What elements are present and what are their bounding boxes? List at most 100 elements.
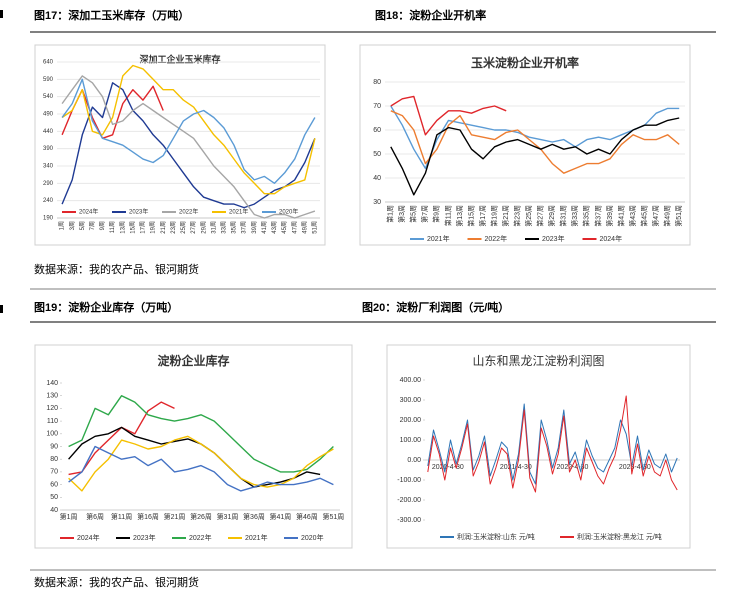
series-line [390,95,507,136]
y-tick-label: 80 [373,79,381,86]
x-tick-label: 第37周 [593,205,602,227]
y-tick-label: 490 [43,112,54,118]
x-tick-label: 第5周 [409,205,418,223]
y-tick-label: 60 [373,127,381,134]
x-tick-label: 5周 [79,221,86,230]
x-tick-label: 第3周 [397,205,406,223]
y-tick-label: 390 [43,146,54,152]
x-tick-label: 41周 [261,221,268,234]
x-tick-label: 第51周 [674,205,683,227]
x-tick-label: 33周 [220,221,227,234]
x-tick-label: 第7周 [420,205,429,223]
series-line [61,78,316,184]
legend-label: 2021年 [427,234,450,243]
x-tick-label: 3周 [69,221,76,230]
caption: 图19：淀粉企业库存（万吨） [34,300,178,314]
y-tick-label: 440 [43,129,54,135]
x-tick-label: 37周 [241,221,248,234]
x-tick-label: 11周 [109,221,116,233]
y-tick-label: 50 [50,494,58,501]
y-tick-label: 100.00 [400,437,422,444]
x-tick-label: 第49周 [663,205,672,227]
y-tick-label: 200.00 [400,417,422,424]
x-tick-label: 第41周 [616,205,625,227]
x-tick-label: 17周 [140,221,147,234]
series-line [427,395,678,493]
chart-frame [34,44,326,246]
x-tick-label: 第19周 [489,205,498,227]
x-tick-label: 第33周 [570,205,579,227]
x-tick-label: 第11周 [443,205,452,226]
y-tick-label: -200.00 [397,497,421,504]
legend-label: 2022年 [179,208,198,216]
y-tick-label: 400.00 [400,377,422,384]
x-tick-label: 第1周 [60,512,78,521]
x-tick-label: 35周 [231,221,238,234]
y-tick-label: 50 [373,151,381,158]
chart-frame [34,344,353,549]
x-tick-label: 第43周 [628,205,637,227]
y-tick-label: 100 [46,431,58,438]
caption: 图17：深加工玉米库存（万吨） [34,8,189,22]
y-tick-label: 130 [46,393,58,400]
y-tick-label: 340 [43,164,54,170]
x-tick-label: 第41周 [270,512,292,521]
x-tick-label: 第21周 [501,205,510,227]
legend-label: 2021年 [245,533,268,542]
x-tick-label: 第26周 [190,512,212,521]
x-tick-label: 第1周 [386,205,395,223]
x-tick-label: 13周 [119,221,126,234]
x-tick-label: 9周 [99,221,106,230]
marker [0,10,3,18]
y-tick-label: 300.00 [400,397,422,404]
series-line [68,445,334,492]
x-tick-label: 第46周 [296,512,318,521]
x-tick-label: 15周 [129,221,136,234]
legend-label: 2022年 [485,234,508,243]
x-tick-label: 25周 [180,221,187,234]
y-tick-label: 70 [373,103,381,110]
series-line [68,435,334,492]
x-tick-label: 第29周 [547,205,556,227]
y-tick-label: 30 [373,199,381,206]
x-tick-label: 43周 [271,221,278,234]
series-line [68,395,334,473]
x-tick-label: 47周 [291,221,298,234]
x-tick-label: 第13周 [455,205,464,227]
x-tick-label: 第23周 [513,205,522,227]
x-tick-label: 第25周 [524,205,533,227]
legend-label: 利润:玉米淀粉:黑龙江 元/吨 [577,532,662,541]
legend-label: 2023年 [542,234,565,243]
x-tick-label: 第35周 [582,205,591,227]
y-tick-label: 0.00 [407,457,421,464]
x-tick-label: 45周 [281,221,288,234]
y-tick-label: 540 [43,94,54,100]
source: 数据来源：我的农产品、银河期货 [34,575,199,589]
x-tick-label: 第15周 [466,205,475,227]
x-tick-label: 31周 [210,221,217,234]
y-tick-label: 90 [50,443,58,450]
y-tick-label: 240 [43,198,54,204]
chart-title: 淀粉企业库存 [157,353,229,368]
series-line [390,117,680,196]
legend-label: 2021年 [229,208,248,216]
x-tick-label: 第31周 [217,512,239,521]
y-tick-label: 40 [50,507,58,514]
x-tick-label: 第9周 [432,205,441,223]
x-tick-label: 29周 [200,221,207,234]
x-tick-label: 第36周 [243,512,265,521]
y-tick-label: -300.00 [397,517,421,524]
x-tick-label: 第27周 [536,205,545,227]
x-tick-label: 第47周 [651,205,660,227]
marker [0,305,3,313]
x-tick-label: 27周 [190,221,197,234]
x-tick-label: 第6周 [86,512,104,521]
x-tick-label: 39周 [251,221,258,234]
x-tick-label: 49周 [301,221,308,234]
y-tick-label: 120 [46,405,58,412]
y-tick-label: 190 [43,216,54,222]
x-tick-label: 2023-4-30 [619,464,651,471]
x-tick-label: 第31周 [559,205,568,227]
x-tick-label: 第11周 [111,512,132,521]
series-line [61,75,316,219]
